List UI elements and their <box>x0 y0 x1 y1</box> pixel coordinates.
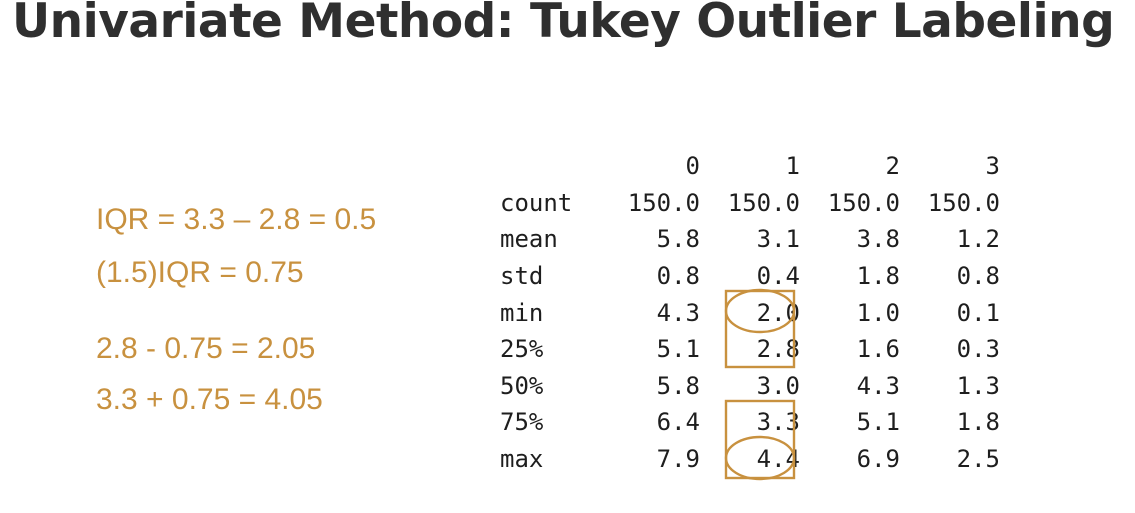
table-cell: 150.0 <box>827 188 900 217</box>
table-cell: 150.0 <box>727 188 800 217</box>
row-label: 75% <box>500 408 544 437</box>
table-cell: 0.8 <box>656 262 700 291</box>
table-cell: 0.3 <box>956 335 1000 364</box>
table-row: 25% 5.1 2.8 1.6 0.3 <box>500 331 1000 368</box>
table-row: count 150.0 150.0 150.0 150.0 <box>500 185 1000 222</box>
table-cell: 1.3 <box>956 371 1000 400</box>
table-row: 75% 6.4 3.3 5.1 1.8 <box>500 404 1000 441</box>
corner-cell <box>500 148 600 185</box>
row-label: count <box>500 188 573 217</box>
table-cell: 0.1 <box>956 298 1000 327</box>
table-row: std 0.8 0.4 1.8 0.8 <box>500 258 1000 295</box>
row-label: 25% <box>500 335 544 364</box>
column-header: 1 <box>785 152 800 181</box>
table-row: min 4.3 2.0 1.0 0.1 <box>500 294 1000 331</box>
row-label: max <box>500 445 544 474</box>
table-cell: 0.8 <box>956 262 1000 291</box>
table-cell: 2.8 <box>756 335 800 364</box>
lower-fence-calculation: 2.8 - 0.75 = 2.05 <box>96 332 316 365</box>
table-cell: 5.1 <box>656 335 700 364</box>
table-cell: 2.5 <box>956 445 1000 474</box>
table-cell: 4.3 <box>656 298 700 327</box>
table-cell: 7.9 <box>656 445 700 474</box>
table-cell: 5.8 <box>656 225 700 254</box>
describe-table: 0 1 2 3 count 150.0 150.0 150.0 150.0 me… <box>500 148 1000 477</box>
table-cell: 3.1 <box>756 225 800 254</box>
row-label: min <box>500 298 544 327</box>
upper-fence-calculation: 3.3 + 0.75 = 4.05 <box>96 383 323 416</box>
table-cell: 1.2 <box>956 225 1000 254</box>
page-title: Univariate Method: Tukey Outlier Labelin… <box>12 0 1115 49</box>
table-cell: 5.1 <box>856 408 900 437</box>
iqr-calculation: IQR = 3.3 – 2.8 = 0.5 <box>96 203 377 236</box>
table-cell: 1.6 <box>856 335 900 364</box>
table-cell: 3.0 <box>756 371 800 400</box>
table-row: 50% 5.8 3.0 4.3 1.3 <box>500 368 1000 405</box>
table-cell: 150.0 <box>927 188 1000 217</box>
table-header-row: 0 1 2 3 <box>500 148 1000 185</box>
table-cell: 3.8 <box>856 225 900 254</box>
column-header: 2 <box>885 152 900 181</box>
table-cell: 1.8 <box>856 262 900 291</box>
table-cell: 4.3 <box>856 371 900 400</box>
row-label: mean <box>500 225 558 254</box>
column-header: 3 <box>985 152 1000 181</box>
table-cell: 1.8 <box>956 408 1000 437</box>
table-cell: 3.3 <box>756 408 800 437</box>
scaled-iqr-calculation: (1.5)IQR = 0.75 <box>96 256 304 289</box>
table-row: max 7.9 4.4 6.9 2.5 <box>500 441 1000 478</box>
table-cell: 6.9 <box>856 445 900 474</box>
table-cell: 2.0 <box>756 298 800 327</box>
table-cell: 150.0 <box>627 188 700 217</box>
table-cell: 0.4 <box>756 262 800 291</box>
row-label: std <box>500 262 544 291</box>
table-cell: 6.4 <box>656 408 700 437</box>
table-cell: 4.4 <box>756 445 800 474</box>
table-cell: 5.8 <box>656 371 700 400</box>
table-row: mean 5.8 3.1 3.8 1.2 <box>500 221 1000 258</box>
table-cell: 1.0 <box>856 298 900 327</box>
row-label: 50% <box>500 371 544 400</box>
column-header: 0 <box>685 152 700 181</box>
